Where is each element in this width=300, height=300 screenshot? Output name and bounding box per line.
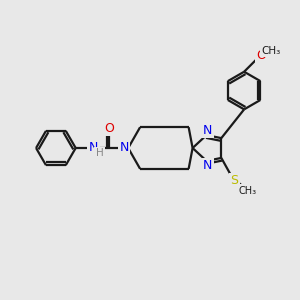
- Text: N: N: [203, 124, 212, 137]
- Text: O: O: [256, 50, 266, 62]
- Text: N: N: [89, 140, 98, 154]
- Text: S: S: [230, 174, 238, 187]
- Text: CH₃: CH₃: [261, 46, 280, 56]
- Text: O: O: [104, 122, 114, 135]
- Text: N: N: [120, 140, 129, 154]
- Text: CH₃: CH₃: [238, 186, 256, 196]
- Text: H: H: [96, 148, 103, 158]
- Text: N: N: [203, 159, 212, 172]
